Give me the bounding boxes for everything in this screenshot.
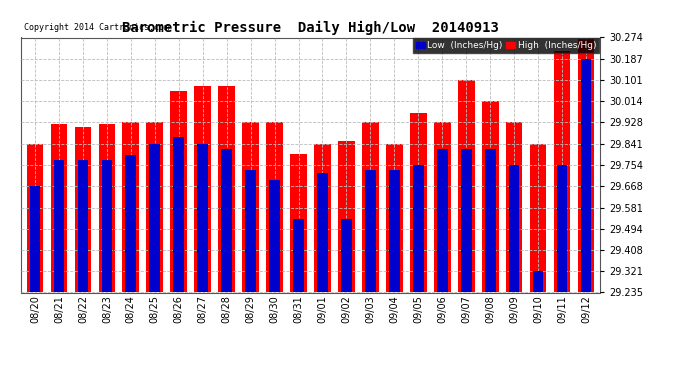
Bar <box>461 149 471 292</box>
Bar <box>99 124 115 292</box>
Bar <box>314 144 331 292</box>
Bar <box>242 122 259 292</box>
Bar <box>50 124 68 292</box>
Bar <box>197 144 208 292</box>
Bar <box>341 219 352 292</box>
Bar <box>146 122 164 292</box>
Bar <box>410 113 426 292</box>
Bar <box>362 122 379 292</box>
Bar <box>77 160 88 292</box>
Bar <box>530 144 546 292</box>
Bar <box>30 186 41 292</box>
Bar <box>338 141 355 292</box>
Bar <box>170 91 187 292</box>
Bar <box>580 59 591 292</box>
Bar <box>557 165 567 292</box>
Legend: Low  (Inches/Hg), High  (Inches/Hg): Low (Inches/Hg), High (Inches/Hg) <box>413 38 600 53</box>
Bar <box>509 165 520 292</box>
Title: Barometric Pressure  Daily High/Low  20140913: Barometric Pressure Daily High/Low 20140… <box>122 21 499 35</box>
Bar <box>269 180 280 292</box>
Bar <box>75 128 91 292</box>
Bar <box>123 122 139 292</box>
Bar <box>218 86 235 292</box>
Bar <box>266 122 283 292</box>
Bar <box>413 165 424 292</box>
Bar <box>173 137 184 292</box>
Bar <box>457 80 475 292</box>
Bar <box>150 144 160 292</box>
Bar <box>506 122 522 292</box>
Bar <box>482 101 498 292</box>
Bar <box>126 155 136 292</box>
Bar <box>245 170 256 292</box>
Bar <box>54 160 64 292</box>
Bar <box>386 144 403 292</box>
Bar <box>365 170 376 292</box>
Bar <box>101 160 112 292</box>
Bar <box>317 174 328 292</box>
Bar <box>290 154 307 292</box>
Bar <box>434 122 451 292</box>
Bar <box>27 144 43 292</box>
Bar <box>533 272 544 292</box>
Bar <box>485 149 495 292</box>
Bar <box>437 149 448 292</box>
Bar <box>578 38 594 292</box>
Bar <box>195 86 211 292</box>
Bar <box>553 51 571 292</box>
Text: Copyright 2014 Cartronics.com: Copyright 2014 Cartronics.com <box>23 23 168 32</box>
Bar <box>293 219 304 292</box>
Bar <box>221 149 232 292</box>
Bar <box>389 170 400 292</box>
